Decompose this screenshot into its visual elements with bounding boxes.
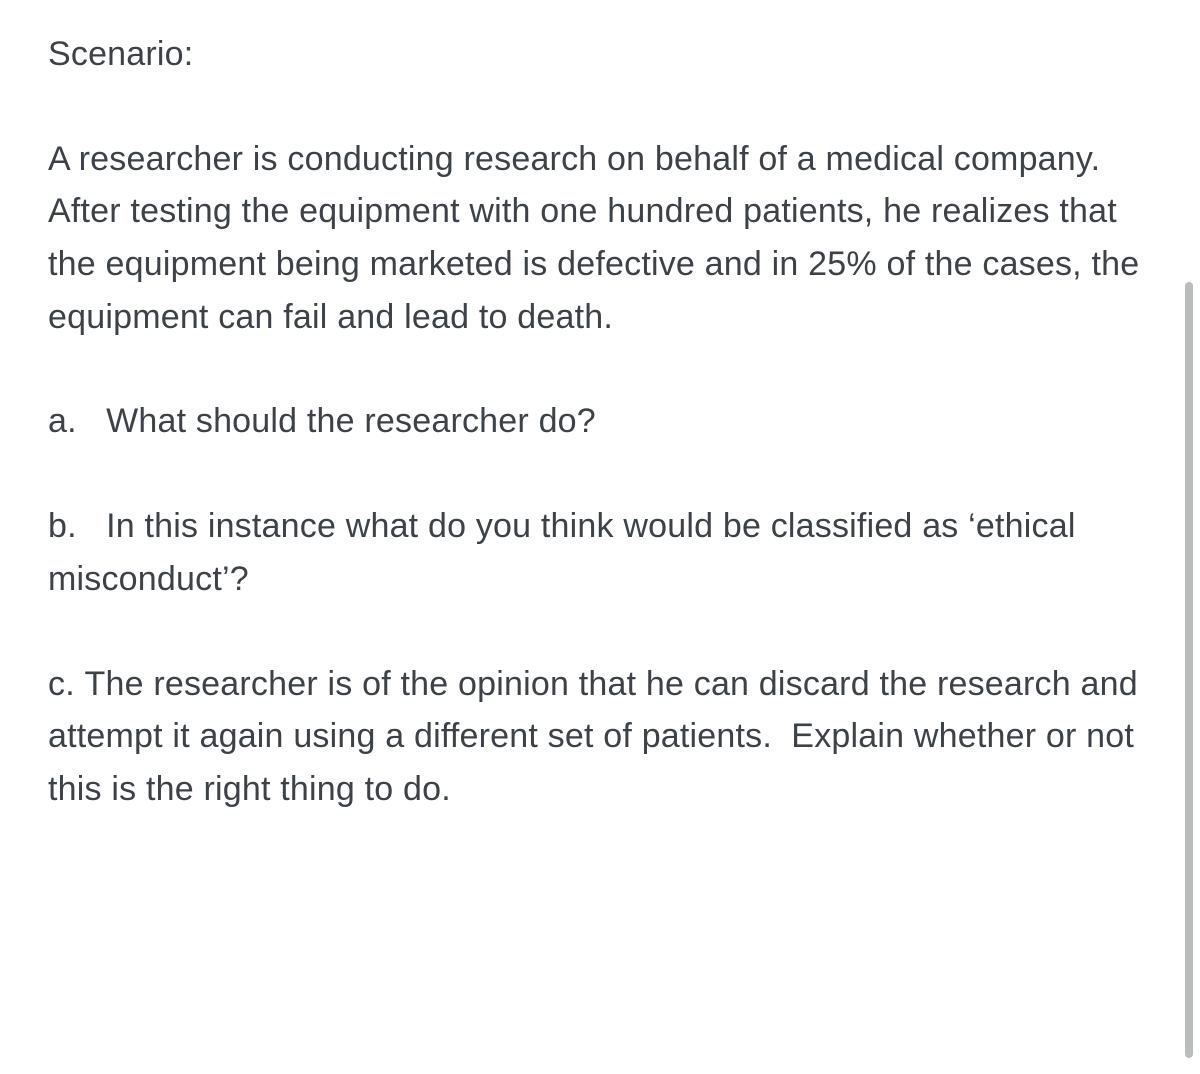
- question-a-text: What should the researcher do?: [96, 402, 596, 440]
- scrollbar-thumb[interactable]: [1185, 282, 1193, 1058]
- question-b-label: b.: [48, 507, 77, 545]
- question-a: a. What should the researcher do?: [48, 395, 1146, 448]
- question-c-text: The researcher is of the opinion that he…: [48, 665, 1138, 808]
- scenario-paragraph: A researcher is conducting research on b…: [48, 133, 1146, 344]
- document-content: Scenario: A researcher is conducting res…: [0, 0, 1200, 844]
- question-b-text: In this instance what do you think would…: [48, 507, 1076, 598]
- question-b: b. In this instance what do you think wo…: [48, 500, 1146, 605]
- scenario-heading: Scenario:: [48, 28, 1146, 81]
- question-c-label: c.: [48, 665, 75, 703]
- question-c: c. The researcher is of the opinion that…: [48, 658, 1146, 816]
- question-a-label: a.: [48, 402, 77, 440]
